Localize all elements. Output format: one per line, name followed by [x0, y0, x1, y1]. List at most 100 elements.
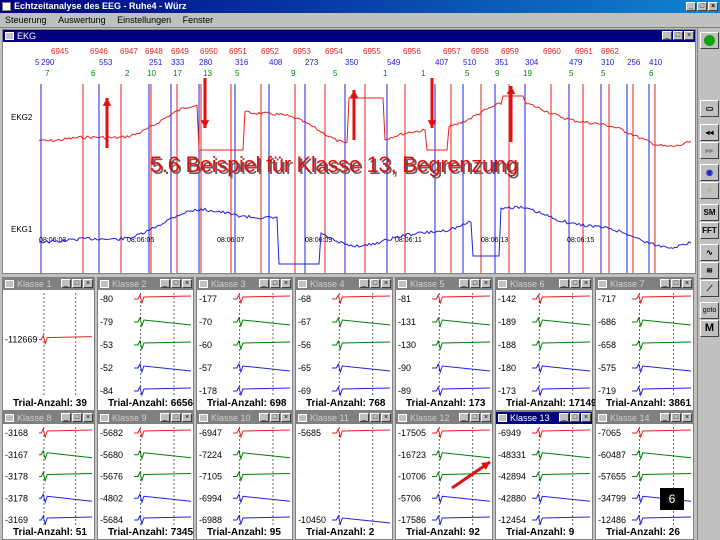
close-button[interactable]: × [182, 413, 192, 422]
maximize-button[interactable]: □ [697, 2, 707, 11]
minimize-button[interactable]: _ [459, 413, 469, 422]
klasse-window-titlebar[interactable]: Klasse 11 _ □ × [296, 412, 392, 424]
klasse-trace [532, 449, 591, 461]
maximize-button[interactable]: □ [671, 413, 681, 422]
close-button[interactable]: × [83, 279, 93, 288]
ekg1-event-label: 351 [495, 58, 509, 67]
maximize-button[interactable]: □ [171, 279, 181, 288]
klasse-window-titlebar[interactable]: Klasse 13 _ □ × [496, 412, 592, 424]
klasse-window-titlebar[interactable]: Klasse 7 _ □ × [596, 278, 693, 290]
klasse-window-titlebar[interactable]: Klasse 5 _ □ × [396, 278, 492, 290]
klasse-window-titlebar[interactable]: Klasse 9 _ □ × [98, 412, 193, 424]
class-label: 5 [569, 69, 574, 78]
minimize-button[interactable]: _ [359, 279, 369, 288]
close-button[interactable]: × [684, 31, 694, 40]
maximize-button[interactable]: □ [270, 279, 280, 288]
klasse-value-label: -658 [598, 340, 616, 350]
klasse-value-label: -65 [298, 363, 311, 373]
klasse-value-label: -178 [199, 386, 217, 396]
klasse-window-title: Klasse 3 [211, 279, 246, 289]
goto-button[interactable]: goto [700, 302, 719, 319]
sm-button[interactable]: SM [700, 204, 719, 221]
klasse-window-titlebar[interactable]: Klasse 8 _ □ × [3, 412, 94, 424]
palette-icon[interactable]: ◉ [700, 164, 719, 181]
minimize-button[interactable]: _ [259, 413, 269, 422]
klasse-window-titlebar[interactable]: Klasse 4 _ □ × [296, 278, 392, 290]
close-button[interactable]: × [83, 413, 93, 422]
minimize-button[interactable]: _ [160, 279, 170, 288]
grid-icon[interactable]: ⁘ [700, 182, 719, 199]
maximize-button[interactable]: □ [270, 413, 280, 422]
klasse-value-label: -719 [598, 386, 616, 396]
klasse-window-titlebar[interactable]: Klasse 2 _ □ × [98, 278, 193, 290]
app-title: Echtzeitanalyse des EEG - Ruhe4 - Würz [14, 1, 187, 11]
minimize-button[interactable]: _ [459, 279, 469, 288]
minimize-button[interactable]: _ [559, 413, 569, 422]
minimize-button[interactable]: _ [160, 413, 170, 422]
close-button[interactable]: × [581, 279, 591, 288]
minimize-button[interactable]: _ [61, 279, 71, 288]
minimize-button[interactable]: _ [686, 2, 696, 11]
window-icon [398, 280, 407, 288]
minimize-button[interactable]: _ [359, 413, 369, 422]
maximize-button[interactable]: □ [470, 413, 480, 422]
close-button[interactable]: × [281, 413, 291, 422]
maximize-button[interactable]: □ [470, 279, 480, 288]
close-button[interactable]: × [708, 2, 718, 11]
minimize-button[interactable]: _ [660, 279, 670, 288]
menu-auswertung[interactable]: Auswertung [58, 15, 106, 25]
maximize-button[interactable]: □ [570, 279, 580, 288]
klasse-plot: -6947 -7224 -7105 -6994 -6988 [199, 427, 291, 526]
m-button[interactable]: M [700, 320, 719, 337]
maximize-button[interactable]: □ [370, 413, 380, 422]
klasse-value-label: -42880 [498, 493, 526, 503]
maximize-button[interactable]: □ [673, 31, 683, 40]
klasse-window-titlebar[interactable]: Klasse 14 _ □ × [596, 412, 693, 424]
minimize-button[interactable]: _ [259, 279, 269, 288]
minimize-button[interactable]: _ [660, 413, 670, 422]
maximize-button[interactable]: □ [72, 279, 82, 288]
ekg2-event-label: 6957 [443, 47, 461, 56]
close-button[interactable]: × [381, 279, 391, 288]
close-button[interactable]: × [682, 413, 692, 422]
close-button[interactable]: × [182, 279, 192, 288]
maximize-button[interactable]: □ [171, 413, 181, 422]
record-button[interactable] [700, 32, 719, 49]
close-button[interactable]: × [581, 413, 591, 422]
klasse-trace [39, 471, 93, 483]
maximize-button[interactable]: □ [671, 279, 681, 288]
slope-icon[interactable]: ⟋ [700, 280, 719, 297]
close-button[interactable]: × [381, 413, 391, 422]
klasse-trace [432, 514, 491, 526]
klasse-window-titlebar[interactable]: Klasse 10 _ □ × [197, 412, 292, 424]
menu-einstellungen[interactable]: Einstellungen [117, 15, 172, 25]
ekg2-event-label: 6949 [171, 47, 189, 56]
close-button[interactable]: × [481, 413, 491, 422]
minimize-button[interactable]: _ [559, 279, 569, 288]
klasse-window-titlebar[interactable]: Klasse 6 _ □ × [496, 278, 592, 290]
klasse-trace [233, 316, 291, 328]
menu-steuerung[interactable]: Steuerung [5, 15, 47, 25]
ekg2-event-label: 6956 [403, 47, 421, 56]
maximize-button[interactable]: □ [72, 413, 82, 422]
klasse-window-titlebar[interactable]: Klasse 3 _ □ × [197, 278, 292, 290]
klasse-plot: -6949 -48331 -42894 -42880 -12454 [498, 427, 591, 526]
ekg2-event-label: 6961 [575, 47, 593, 56]
minimize-button[interactable]: _ [662, 31, 672, 40]
maximize-button[interactable]: □ [370, 279, 380, 288]
klasse-window-titlebar[interactable]: Klasse 12 _ □ × [396, 412, 492, 424]
multiwave-icon[interactable]: ≋ [700, 262, 719, 279]
wave-icon[interactable]: ∿ [700, 244, 719, 261]
forward-icon[interactable]: ▸▸ [700, 142, 719, 159]
menu-fenster[interactable]: Fenster [182, 15, 214, 25]
klasse-window-titlebar[interactable]: Klasse 1 _ □ × [3, 278, 94, 290]
maximize-button[interactable]: □ [570, 413, 580, 422]
close-button[interactable]: × [682, 279, 692, 288]
fft-button[interactable]: FFT [700, 222, 719, 239]
minimize-button[interactable]: _ [61, 413, 71, 422]
close-button[interactable]: × [481, 279, 491, 288]
rewind-icon[interactable]: ◂◂ [700, 124, 719, 141]
print-icon[interactable]: ▭ [700, 100, 719, 117]
close-button[interactable]: × [281, 279, 291, 288]
klasse-value-label: -70 [199, 317, 212, 327]
